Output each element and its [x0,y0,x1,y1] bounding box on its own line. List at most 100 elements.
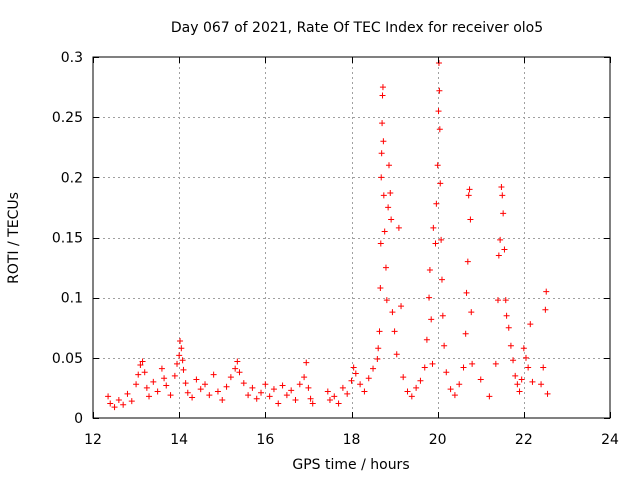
data-point [426,294,433,301]
data-point [150,378,157,385]
data-point [236,369,243,376]
y-tick-label: 0.25 [52,110,83,126]
data-point [266,393,273,400]
y-axis-label: ROTI / TECUs [6,192,22,284]
data-point [292,396,299,403]
data-point [499,192,506,199]
data-point [380,192,387,199]
data-point [439,312,446,319]
data-point [501,246,508,253]
data-point [375,345,382,352]
data-point [544,390,551,397]
data-point [339,384,346,391]
data-point [352,370,359,377]
data-point [184,389,191,396]
data-point [417,377,424,384]
data-point [389,309,396,316]
data-point [115,396,122,403]
data-point [240,380,247,387]
data-point [447,386,454,393]
data-point [180,366,187,373]
data-point [107,400,114,407]
data-point [477,376,484,383]
data-point [441,342,448,349]
y-tick-label: 0 [74,411,83,427]
data-point [438,276,445,283]
data-point [514,381,521,388]
data-point [400,374,407,381]
data-point [464,258,471,265]
data-point [516,388,523,395]
data-point [381,228,388,235]
data-point [143,384,150,391]
data-point [176,352,183,359]
data-point [426,266,433,273]
x-tick-label: 24 [601,432,619,448]
data-point [105,393,112,400]
data-point [540,364,547,371]
data-point [214,388,221,395]
data-point [451,392,458,399]
data-point [232,365,239,372]
data-point [434,162,441,169]
x-tick-label: 18 [343,432,361,448]
data-point [438,236,445,243]
data-point [462,330,469,337]
data-point [468,309,475,316]
data-point [522,354,529,361]
data-point [178,345,185,352]
data-point [361,388,368,395]
data-point [370,365,377,372]
data-point [443,369,450,376]
data-point [495,252,502,259]
data-point [500,210,507,217]
data-point [344,390,351,397]
data-point [494,297,501,304]
data-point [520,345,527,352]
x-tick-label: 12 [84,432,102,448]
data-point [189,394,196,401]
data-point [249,384,256,391]
data-point [357,381,364,388]
data-point [154,388,161,395]
data-point [433,200,440,207]
x-tick-label: 14 [170,432,188,448]
data-point [326,396,333,403]
data-point [234,358,241,365]
data-point [382,264,389,271]
data-point [245,392,252,399]
data-point [262,381,269,388]
data-point [335,400,342,407]
data-point [182,380,189,387]
y-tick-label: 0.3 [61,50,83,66]
data-point [385,162,392,169]
data-point [542,306,549,313]
data-point [525,364,532,371]
data-point [469,360,476,367]
data-point [158,365,165,372]
data-point [456,381,463,388]
data-point [428,316,435,323]
data-point [388,216,395,223]
data-point [283,392,290,399]
data-point [435,108,442,115]
data-point [385,204,392,211]
grid-lines [93,57,610,418]
data-point [512,372,519,379]
data-point [404,388,411,395]
data-point [348,377,355,384]
data-point [379,92,386,99]
data-point [380,138,387,145]
data-point [279,382,286,389]
chart-title: Day 067 of 2021, Rate Of TEC Index for r… [171,20,543,36]
data-point [466,186,473,193]
data-point [288,387,295,394]
data-point [376,328,383,335]
data-point [305,384,312,391]
data-point [193,376,200,383]
data-point [497,236,504,243]
x-tick-label: 20 [429,432,447,448]
data-point [436,87,443,94]
data-point [498,183,505,190]
data-point [391,328,398,335]
